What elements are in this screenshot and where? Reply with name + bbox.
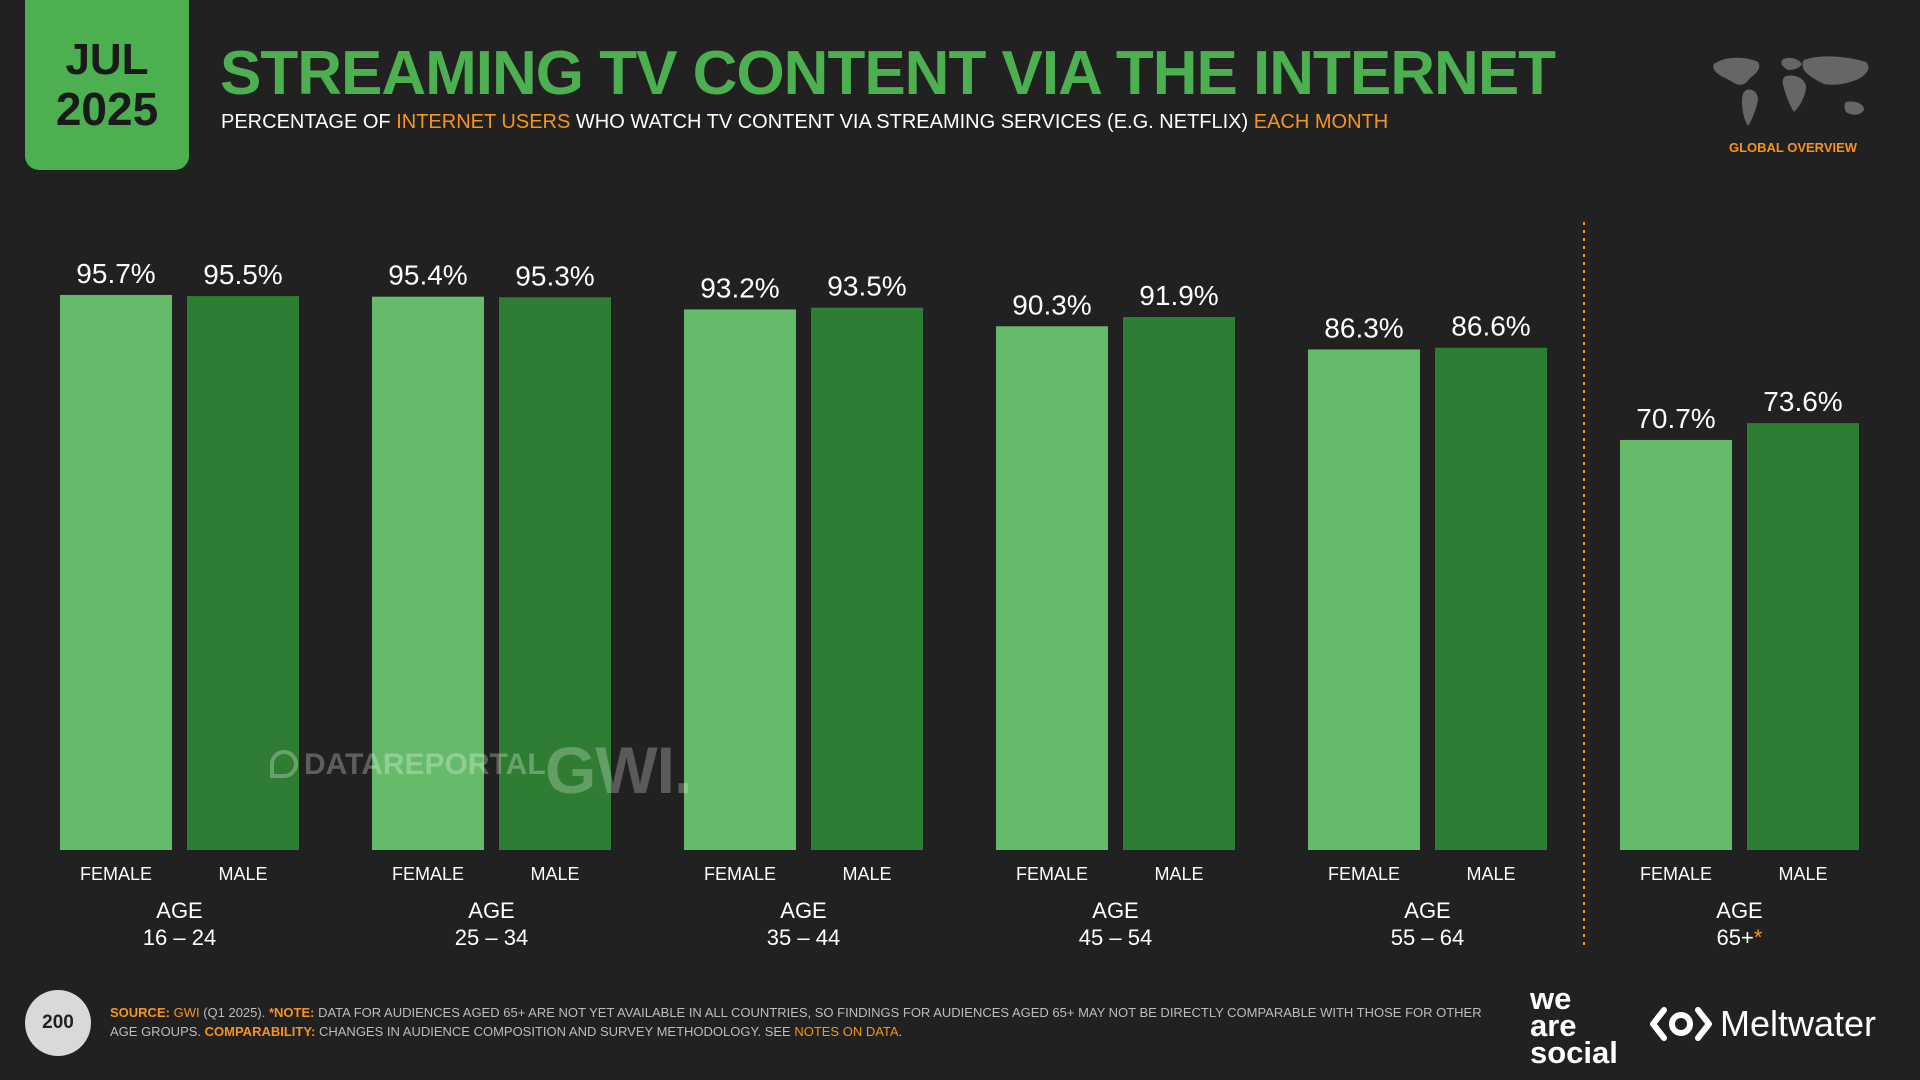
source-end: . [898,1024,903,1039]
meltwater-logo: Meltwater [1650,1003,1876,1045]
bar [1123,316,1235,851]
data-label: 70.7% [1636,403,1715,434]
series-label: FEMALE [1016,864,1088,884]
category-label: AGE [1716,898,1762,923]
series-label: MALE [530,864,579,884]
category-range: 16 – 24 [143,925,216,950]
series-label: FEMALE [80,864,152,884]
category-range: 25 – 34 [455,925,528,950]
series-label: FEMALE [1640,864,1712,884]
page-title: STREAMING TV CONTENT VIA THE INTERNET [220,39,1556,108]
world-map-icon [1713,56,1869,126]
data-label: 73.6% [1763,386,1842,417]
data-label: 90.3% [1012,289,1091,320]
data-label: 93.2% [700,272,779,303]
series-label: MALE [842,864,891,884]
series-label: MALE [1154,864,1203,884]
logo-line: social [1530,1035,1618,1070]
note-text: DATA FOR AUDIENCES AGED 65+ ARE NOT YET … [110,1005,1482,1039]
bar [499,297,611,850]
page-number: 200 [25,990,91,1056]
category-label: AGE [780,898,826,923]
series-label: MALE [1778,864,1827,884]
source-name: GWI [173,1005,200,1020]
data-label: 95.7% [76,258,155,289]
bar [811,307,923,850]
subtitle-part: PERCENTAGE OF [221,111,397,133]
bar [1747,423,1859,850]
bar [1308,349,1420,850]
we-are-social-logo: we are social [1530,981,1630,1070]
category-label: AGE [156,898,202,923]
category-label: AGE [1404,898,1450,923]
category-range: 65+* [1717,925,1763,950]
subtitle-part: WHO WATCH TV CONTENT VIA STREAMING SERVI… [570,111,1254,133]
category-range: 35 – 44 [767,925,840,950]
bar [684,309,796,850]
badge-month: JUL [65,35,149,84]
bar [372,296,484,850]
category-label: AGE [1092,898,1138,923]
series-label: FEMALE [392,864,464,884]
series-label: FEMALE [1328,864,1400,884]
badge-year: 2025 [55,83,159,135]
logo-line: we [1530,981,1572,1016]
data-label: 91.9% [1139,280,1218,311]
subtitle-highlight: EACH MONTH [1253,111,1389,133]
data-label: 86.3% [1324,312,1403,343]
data-label: 95.4% [388,260,467,291]
date-badge: JUL 2025 [25,0,189,170]
comparability-text: CHANGES IN AUDIENCE COMPOSITION AND SURV… [315,1024,795,1039]
data-label: 86.6% [1451,311,1530,342]
category-label: AGE [468,898,514,923]
notes-on-data-link[interactable]: NOTES ON DATA [794,1024,899,1039]
series-label: MALE [1466,864,1515,884]
meltwater-icon [1650,1007,1712,1041]
logo-line: are [1530,1008,1577,1043]
bar [996,326,1108,850]
asterisk-marker: * [1754,925,1763,950]
bar [60,294,172,850]
source-label: SOURCE: [110,1005,170,1020]
datareportal-watermark: DATAREPORTAL [270,748,546,782]
data-label: 95.5% [203,259,282,290]
datareportal-text: DATAREPORTAL [304,748,546,781]
bar [1435,347,1547,850]
source-detail: (Q1 2025). [199,1005,269,1020]
page-subtitle: PERCENTAGE OF INTERNET USERS WHO WATCH T… [221,111,1388,134]
category-range: 45 – 54 [1079,925,1152,950]
data-label: 93.5% [827,271,906,302]
series-label: MALE [218,864,267,884]
series-label: FEMALE [704,864,776,884]
source-note: SOURCE: GWI (Q1 2025). *NOTE: DATA FOR A… [110,1003,1490,1041]
meltwater-wordmark: Meltwater [1720,1003,1877,1044]
note-label: *NOTE: [268,1005,315,1020]
bar [1620,439,1732,850]
subtitle-highlight: INTERNET USERS [396,111,571,133]
category-range: 55 – 64 [1391,925,1464,950]
comparability-label: COMPARABILITY: [204,1024,316,1039]
gwi-watermark: GWI. [545,733,692,807]
data-label: 95.3% [515,260,594,291]
region-label: GLOBAL OVERVIEW [1728,140,1858,155]
datareportal-logo-icon [270,750,298,778]
